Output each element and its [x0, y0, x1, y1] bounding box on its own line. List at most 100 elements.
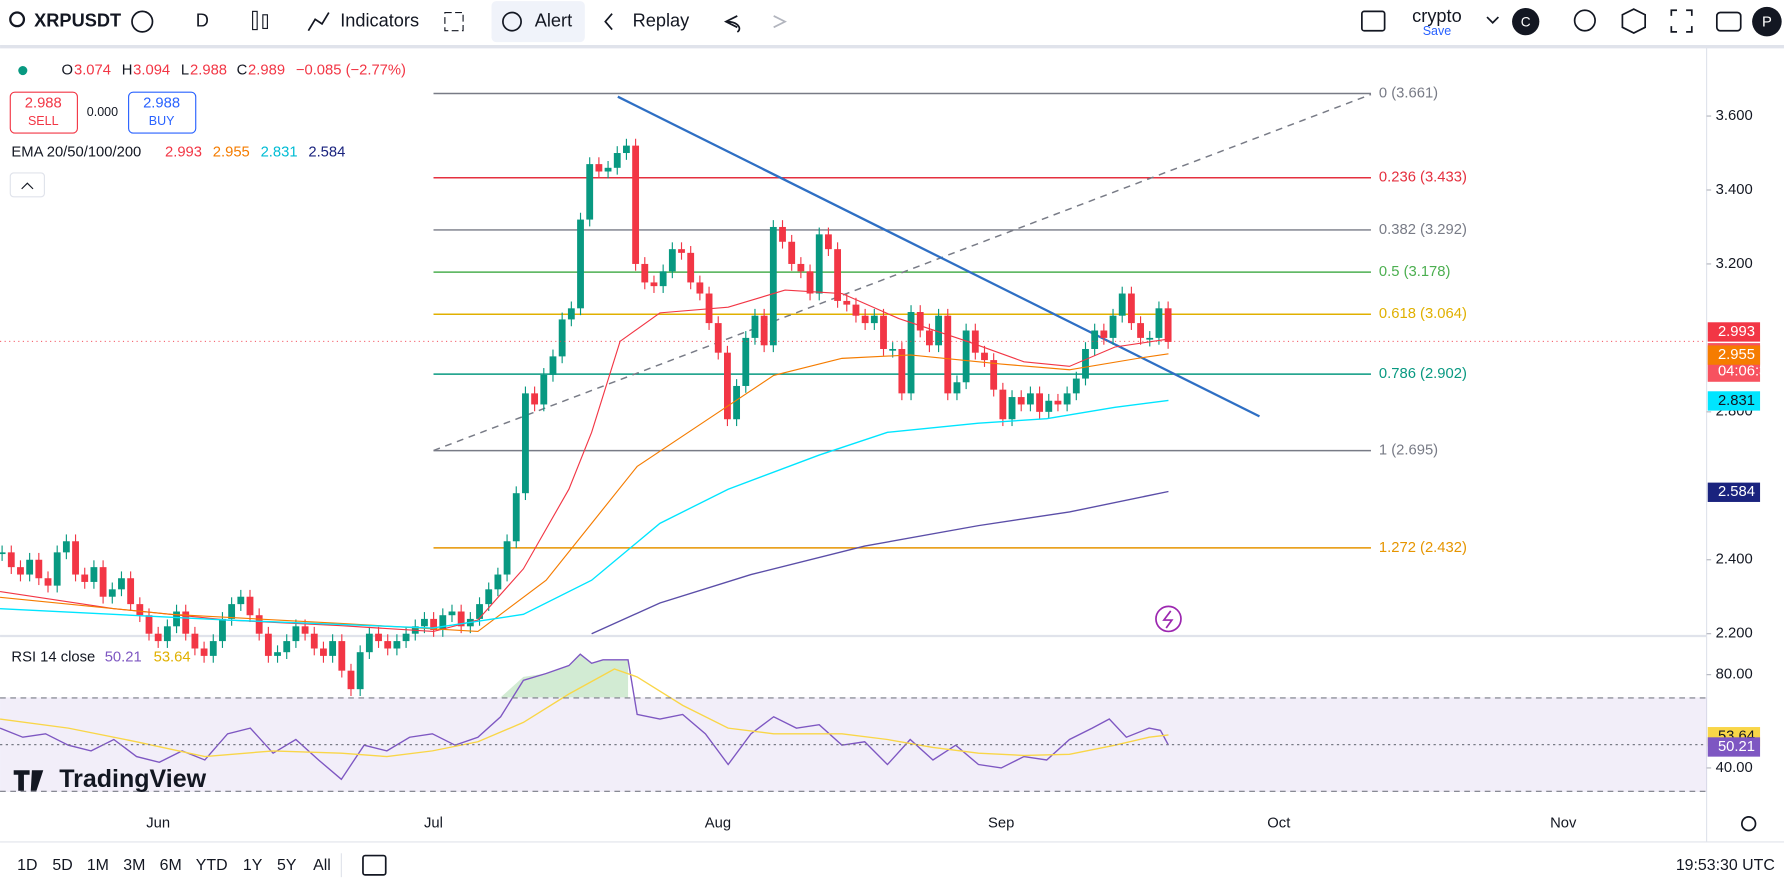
buy-button[interactable] [128, 91, 197, 134]
ema-100-value: 2.831 [261, 144, 298, 160]
candle [191, 633, 199, 649]
range-button[interactable]: All [313, 857, 331, 874]
time-label: Aug [705, 816, 731, 832]
alert-bg[interactable] [491, 1, 585, 43]
quick-search[interactable] [1573, 9, 1596, 32]
range-button[interactable]: 1D [17, 857, 37, 874]
candle [127, 578, 135, 605]
ema-20-value: 2.993 [165, 144, 202, 160]
candle [760, 315, 768, 346]
candle [769, 226, 777, 346]
candle [981, 352, 988, 361]
sell-price: 2.988 [25, 95, 62, 111]
candle [962, 330, 970, 383]
candle [0, 552, 6, 555]
collapse-legend[interactable] [9, 172, 45, 198]
ema-50-value: 2.955 [213, 144, 250, 160]
candle [604, 167, 612, 172]
range-button[interactable]: YTD [196, 857, 228, 874]
layout-menu[interactable] [1486, 16, 1499, 24]
undo[interactable] [723, 15, 741, 33]
interval[interactable]: D [196, 10, 209, 30]
price-tag [1707, 322, 1761, 342]
indicators-button[interactable]: Indicators [340, 10, 419, 30]
candle [485, 589, 493, 605]
candle [393, 641, 401, 649]
candle-type-icon2 [262, 14, 268, 30]
candle [81, 574, 89, 582]
candle [834, 249, 842, 301]
event-icon[interactable] [1155, 605, 1182, 633]
candle-type-icon[interactable] [252, 10, 258, 31]
rsi-overbought-fill [500, 654, 629, 698]
range-button[interactable]: 5D [52, 857, 72, 874]
logo[interactable]: TradingView [59, 765, 206, 793]
candle [1164, 308, 1172, 342]
indicators-icon[interactable] [307, 12, 330, 32]
rsi-ma-value: 53.64 [154, 649, 191, 665]
candle [632, 145, 640, 264]
rsi-ma-line [0, 668, 1169, 758]
candle [503, 541, 511, 575]
candle [843, 300, 851, 305]
price-tick-label: 3.400 [1716, 182, 1753, 198]
rsi-tick-label: 40.00 [1716, 760, 1753, 776]
candle [44, 578, 52, 586]
rsi-value: 50.21 [105, 649, 142, 665]
avatar-c: C [1521, 14, 1531, 29]
settings[interactable] [1621, 8, 1647, 34]
layout-icon[interactable] [1361, 10, 1386, 32]
candle [696, 282, 704, 294]
candle [53, 552, 61, 586]
replay-icon[interactable] [604, 13, 613, 31]
goto-date[interactable] [362, 854, 387, 876]
save-label[interactable]: Save [1423, 24, 1452, 38]
layout-name[interactable]: crypto [1412, 6, 1462, 26]
price-tag-label: 2.831 [1718, 393, 1755, 409]
range-button[interactable]: 6M [160, 857, 182, 874]
candle [264, 633, 272, 656]
candle [99, 567, 107, 597]
candle [90, 567, 98, 582]
candle [421, 618, 428, 627]
candle [246, 596, 254, 616]
candle [494, 574, 502, 590]
candle [228, 604, 236, 619]
range-button[interactable]: 3M [123, 857, 145, 874]
range-button[interactable]: 1M [87, 857, 109, 874]
candle [163, 626, 171, 642]
trend-line[interactable] [617, 95, 1260, 418]
candle [209, 641, 217, 656]
fib-trend-line[interactable] [433, 93, 1372, 452]
candle [1100, 330, 1108, 338]
symbol[interactable]: XRPUSDT [34, 10, 121, 30]
range-button[interactable]: 1Y [243, 857, 263, 874]
range-button[interactable]: 5Y [277, 857, 297, 874]
candle [26, 559, 34, 575]
time-axis-settings[interactable] [1741, 816, 1757, 832]
add-symbol[interactable] [131, 10, 154, 33]
replay-button[interactable]: Replay [633, 10, 691, 30]
templates-icon[interactable] [444, 11, 464, 32]
clock[interactable]: 19:53:30 UTC [1676, 857, 1775, 874]
buy-label: BUY [149, 114, 175, 128]
candle [200, 648, 208, 656]
avatar-c-bg[interactable] [1512, 7, 1540, 36]
redo[interactable] [773, 15, 787, 29]
candle [944, 315, 952, 394]
snapshot[interactable] [1715, 11, 1742, 32]
search-icon[interactable] [9, 11, 26, 28]
candle [567, 308, 575, 320]
candle [971, 330, 979, 353]
open-value: 3.074 [74, 62, 111, 78]
avatar-p-bg[interactable] [1752, 6, 1782, 37]
rsi-title: RSI 14 close [11, 649, 95, 665]
time-label: Oct [1267, 816, 1290, 832]
candle [329, 641, 337, 656]
candle [118, 578, 125, 590]
low-label: L [181, 62, 189, 78]
sell-button[interactable] [9, 91, 78, 134]
alert-button[interactable]: Alert [535, 10, 572, 30]
fullscreen[interactable] [1670, 9, 1693, 33]
